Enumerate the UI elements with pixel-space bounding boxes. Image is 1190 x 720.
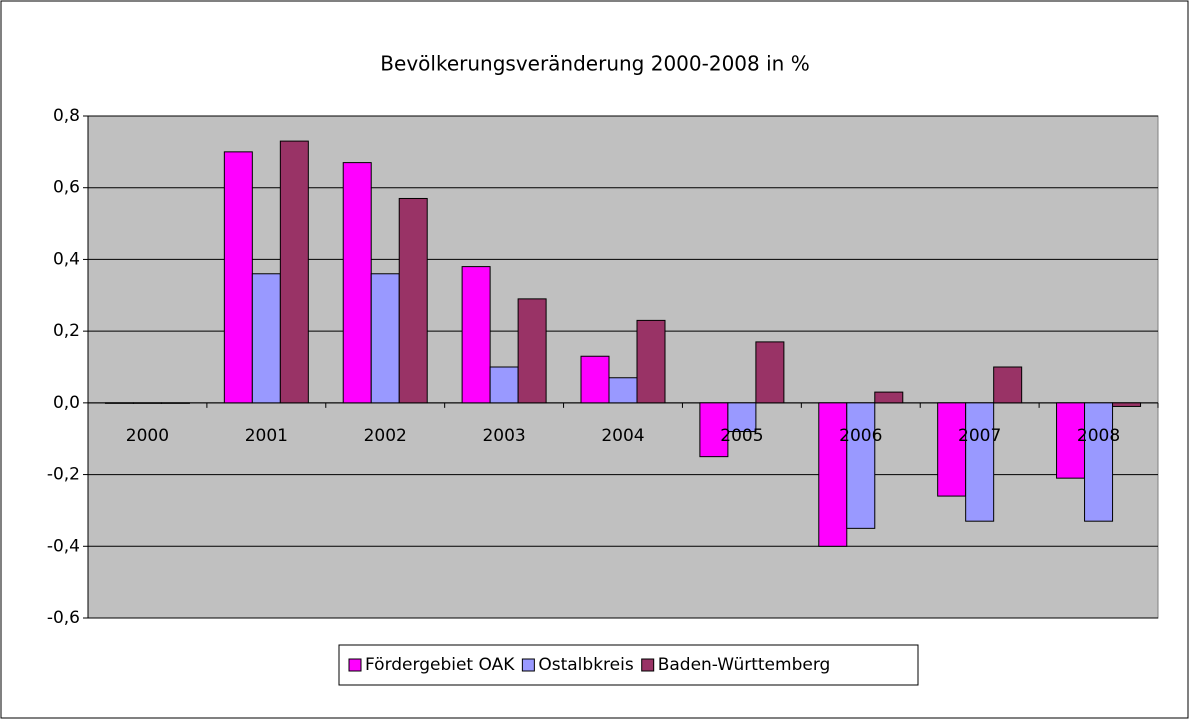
bar: [279, 140, 309, 404]
y-tick-label: 0,0: [53, 393, 80, 413]
bar: [874, 391, 904, 404]
y-tick-label: 0,8: [53, 106, 80, 126]
bar: [132, 402, 162, 404]
bar: [517, 298, 547, 404]
x-tick-label: 2001: [245, 426, 288, 446]
bar: [160, 402, 190, 404]
bar: [727, 402, 757, 433]
y-tick-label: -0,6: [47, 608, 80, 628]
legend-swatch: [521, 658, 535, 672]
bar: [993, 366, 1023, 404]
bar: [104, 402, 134, 404]
bar: [489, 366, 519, 404]
bar: [636, 319, 666, 404]
bar: [1084, 402, 1114, 522]
legend: [338, 644, 919, 686]
bar: [580, 355, 610, 404]
y-tick-label: 0,6: [53, 178, 80, 198]
y-tick-label: 0,4: [53, 249, 80, 269]
x-tick-label: 2005: [720, 426, 763, 446]
bar: [699, 402, 729, 458]
bar: [1112, 402, 1142, 407]
bar: [370, 273, 400, 404]
bar: [608, 377, 638, 404]
bar: [398, 197, 428, 404]
x-tick-label: 2006: [839, 426, 882, 446]
bar: [1056, 402, 1086, 479]
legend-label: Baden-Württemberg: [658, 655, 831, 675]
bar: [818, 402, 848, 547]
chart-title: Bevölkerungsveränderung 2000-2008 in %: [380, 52, 809, 76]
x-tick-label: 2000: [126, 426, 169, 446]
bar: [965, 402, 995, 522]
bar: [937, 402, 967, 497]
x-tick-label: 2007: [958, 426, 1001, 446]
x-tick-label: 2002: [364, 426, 407, 446]
bar: [251, 273, 281, 404]
legend-label: Fördergebiet OAK: [365, 655, 515, 675]
bar: [755, 341, 785, 404]
x-tick-label: 2004: [601, 426, 644, 446]
x-tick-label: 2003: [482, 426, 525, 446]
y-tick-label: -0,4: [47, 536, 80, 556]
legend-label: Ostalbkreis: [538, 655, 633, 675]
bar: [846, 402, 876, 529]
bar: [461, 266, 491, 404]
x-tick-label: 2008: [1077, 426, 1120, 446]
bar: [342, 162, 372, 404]
y-tick-label: -0,2: [47, 465, 80, 485]
legend-swatch: [348, 658, 362, 672]
y-tick-label: 0,2: [53, 321, 80, 341]
bar: [223, 151, 253, 404]
legend-swatch: [641, 658, 655, 672]
